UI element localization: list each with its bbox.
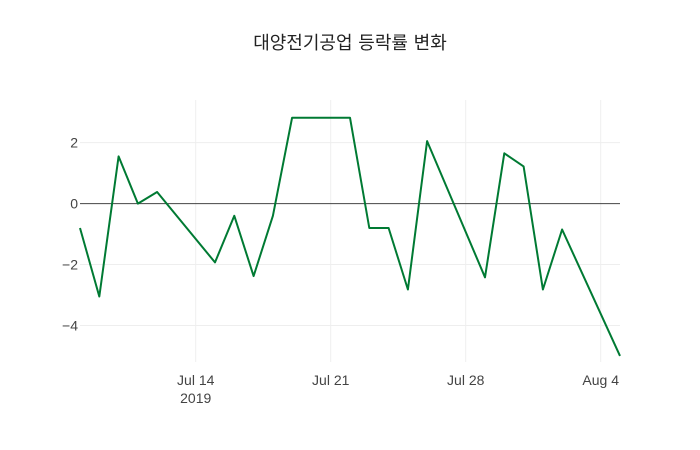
x-tick-label: Jul 28 bbox=[447, 372, 485, 388]
y-tick-label: −4 bbox=[62, 317, 78, 333]
y-tick-label: 0 bbox=[70, 196, 78, 212]
series-line bbox=[79, 116, 621, 357]
x-tick-label: Aug 4 bbox=[582, 372, 619, 388]
x-tick-sublabel: 2019 bbox=[180, 390, 211, 406]
y-tick-label: 2 bbox=[70, 135, 78, 151]
series-layer bbox=[79, 116, 621, 357]
chart-title: 대양전기공업 등락률 변화 bbox=[253, 33, 447, 54]
x-axis-ticks: Jul 14 2019 Jul 21 Jul 28 Aug 4 bbox=[177, 372, 619, 406]
y-axis-ticks: 2 0 −2 −4 bbox=[62, 135, 78, 334]
grid-layer bbox=[80, 100, 620, 362]
x-tick-label: Jul 21 bbox=[312, 372, 350, 388]
y-tick-label: −2 bbox=[62, 257, 78, 273]
x-tick-label: Jul 14 bbox=[177, 372, 215, 388]
